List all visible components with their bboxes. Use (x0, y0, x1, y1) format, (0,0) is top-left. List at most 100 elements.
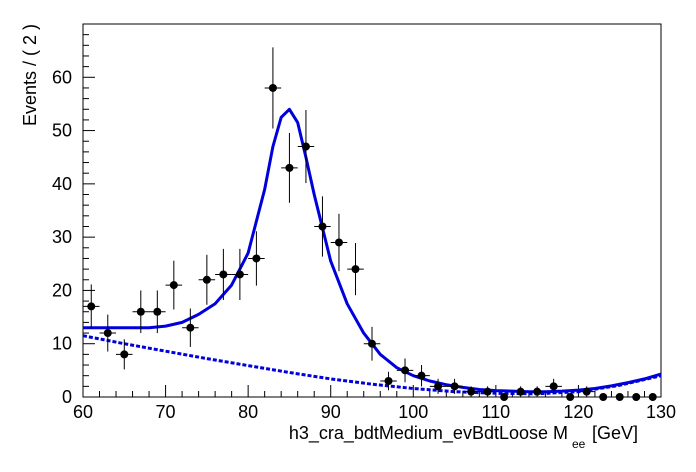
data-marker (368, 339, 376, 348)
data-point (644, 393, 661, 401)
data-point (363, 326, 381, 361)
data-marker (202, 275, 211, 284)
data-marker (549, 382, 558, 391)
data-marker (500, 393, 509, 401)
data-marker (566, 393, 575, 401)
data-point (528, 386, 546, 397)
x-tick-labels: 60 70 80 90 100 110 120 130 (73, 402, 676, 422)
data-point (380, 371, 397, 391)
data-point (215, 248, 232, 300)
data-point (578, 386, 595, 397)
data-marker (186, 323, 195, 332)
data-marker (301, 142, 310, 151)
data-point (512, 386, 529, 397)
data-point (561, 393, 579, 401)
y-tick-label: 20 (52, 280, 72, 300)
data-point (413, 365, 430, 387)
y-axis-title: Events / ( 2 ) (20, 24, 40, 126)
y-tick-label: 30 (52, 227, 72, 247)
x-tick-label: 60 (73, 402, 93, 422)
data-marker (483, 387, 492, 396)
data-point (330, 213, 348, 272)
data-point (132, 290, 150, 334)
data-point (297, 110, 315, 184)
data-marker (268, 83, 277, 92)
data-marker (169, 281, 178, 290)
x-axis-title-main: h3_cra_bdtMedium_evBdtLoose M (289, 423, 568, 444)
data-point (99, 314, 117, 352)
data-marker (285, 163, 294, 172)
data-point (281, 132, 298, 203)
data-marker (401, 366, 410, 375)
y-tick-label: 60 (52, 67, 72, 87)
data-point (116, 339, 133, 370)
data-point (165, 260, 183, 310)
data-points (83, 47, 661, 401)
x-tick-label: 100 (398, 402, 428, 422)
data-point (495, 393, 513, 401)
data-point (396, 358, 414, 383)
data-marker (648, 393, 657, 401)
data-marker (632, 393, 641, 401)
fit-curves (82, 107, 662, 396)
data-marker (599, 393, 608, 401)
y-tick-label: 50 (52, 121, 72, 141)
data-marker (533, 387, 542, 396)
data-marker (153, 307, 162, 316)
data-point (462, 386, 480, 397)
data-marker (434, 382, 443, 391)
total-fit-curve (83, 107, 662, 394)
data-marker (252, 254, 261, 263)
data-marker (351, 265, 360, 274)
minor-ticks-group (83, 34, 645, 397)
data-marker (87, 302, 96, 311)
data-point (231, 248, 249, 300)
x-axis-title: h3_cra_bdtMedium_evBdtLoose M (289, 423, 568, 444)
major-ticks-group (82, 23, 662, 398)
x-axis-title-subscript: ee (572, 437, 586, 451)
data-point (182, 308, 199, 347)
data-marker (120, 350, 129, 359)
data-marker (334, 238, 343, 247)
x-tick-label: 70 (156, 402, 176, 422)
data-marker (136, 307, 145, 316)
x-tick-label: 90 (321, 402, 341, 422)
data-point (198, 254, 216, 305)
data-point (347, 243, 364, 296)
data-marker (582, 387, 591, 396)
data-marker (384, 377, 393, 386)
y-tick-label: 0 (62, 387, 72, 407)
data-marker (417, 371, 426, 380)
data-point (627, 393, 645, 401)
data-point (314, 196, 331, 257)
data-point (264, 47, 282, 129)
x-tick-label: 80 (238, 402, 258, 422)
y-tick-labels: 0 10 20 30 40 50 60 (52, 67, 72, 407)
data-point (479, 386, 496, 397)
data-point (149, 290, 166, 334)
data-point (446, 378, 463, 394)
data-marker (219, 270, 228, 279)
y-tick-label: 10 (52, 334, 72, 354)
x-tick-label: 110 (482, 402, 511, 422)
data-marker (615, 393, 624, 401)
data-marker (103, 329, 112, 338)
x-tick-label: 130 (646, 402, 676, 422)
x-axis-title-unit: [GeV] (592, 423, 638, 443)
background-curve (82, 334, 662, 396)
x-tick-label: 120 (563, 402, 593, 422)
data-marker (318, 222, 327, 231)
y-tick-label: 40 (52, 174, 72, 194)
data-marker (235, 270, 244, 279)
data-marker (516, 387, 525, 396)
data-point (545, 378, 562, 394)
data-point (83, 284, 100, 329)
data-marker (450, 382, 459, 391)
data-marker (467, 387, 476, 396)
data-point (611, 393, 628, 401)
plot-area-frame (82, 23, 662, 398)
data-point (248, 231, 265, 286)
data-point (429, 378, 447, 394)
data-point (594, 393, 612, 401)
